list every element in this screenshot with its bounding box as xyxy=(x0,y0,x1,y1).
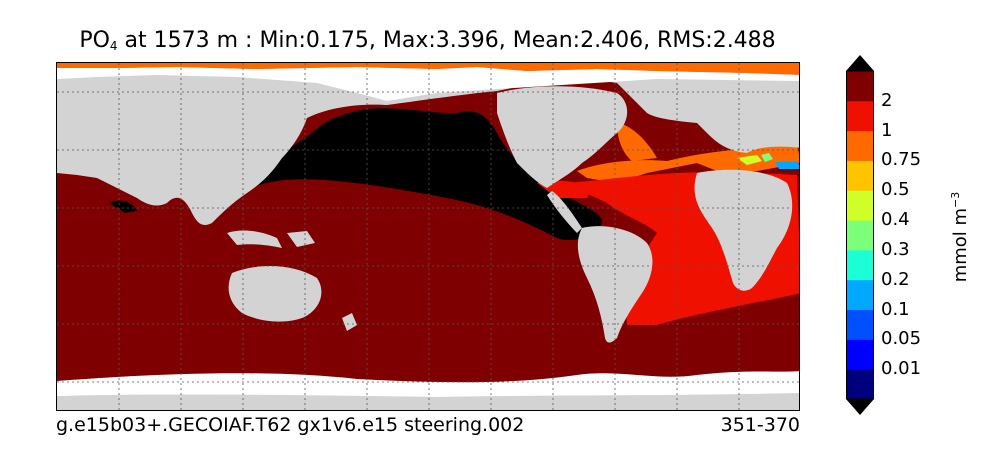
arabian-sea-low xyxy=(109,200,137,213)
north-pacific-ocean xyxy=(252,108,603,241)
colorbar-segment xyxy=(846,279,874,311)
map-title: PO4 at 1573 m : Min:0.175, Max:3.396, Me… xyxy=(79,28,776,53)
antarctica xyxy=(57,393,799,410)
central-america xyxy=(547,191,582,233)
mediterranean-sea-central xyxy=(761,153,773,162)
colorbar-bottom-arrow xyxy=(846,399,874,415)
new-zealand xyxy=(342,313,357,331)
graticule xyxy=(57,63,799,410)
australia xyxy=(228,266,322,322)
colorbar-segment xyxy=(846,369,874,400)
world-map xyxy=(57,63,799,410)
colorbar-top-arrow xyxy=(846,55,874,71)
colorbar-segment xyxy=(846,339,874,370)
colorbar-tick-label: 0.1 xyxy=(881,298,910,320)
arctic-ocean xyxy=(57,63,799,75)
colorbar-segment xyxy=(846,160,874,191)
colorbar-tick-label: 0.05 xyxy=(881,328,922,350)
mediterranean-sea-east xyxy=(775,161,799,169)
colorbar-segment xyxy=(846,249,874,281)
labrador-sea xyxy=(617,123,657,161)
year-range: 351-370 xyxy=(720,414,800,436)
colorbar-tick-label: 0.5 xyxy=(881,179,910,201)
colorbar xyxy=(846,55,874,415)
colorbar-segment xyxy=(846,130,874,161)
colorbar-segment xyxy=(846,220,874,251)
colorbar-segment xyxy=(846,190,874,221)
colorbar-tick-label: 2 xyxy=(881,89,893,111)
africa xyxy=(694,169,793,291)
case-name: g.e15b03+.GECOIAF.T62 gx1v6.e15 steering… xyxy=(56,414,525,436)
colorbar-tick-label: 0.75 xyxy=(881,149,922,171)
arctic-ice-missing xyxy=(57,67,799,101)
indonesia xyxy=(227,230,282,248)
map-panel xyxy=(56,62,800,411)
new-guinea xyxy=(287,231,315,247)
eurasia xyxy=(57,73,799,225)
colorbar-tick-label: 0.2 xyxy=(881,268,910,290)
colorbar-segment xyxy=(846,100,874,132)
north-atlantic-ocean xyxy=(577,145,799,183)
colorbar-tick-label: 1 xyxy=(881,119,893,141)
colorbar-tick-label: 0.01 xyxy=(881,358,922,380)
colorbar-tick-label: 0.4 xyxy=(881,209,910,231)
colorbar-tick-label: 0.3 xyxy=(881,238,910,260)
colorbar-segment xyxy=(846,309,874,340)
colorbar-units: mmol m−3 xyxy=(949,191,971,283)
north-america xyxy=(497,86,628,188)
colorbar-segment xyxy=(846,71,874,102)
mediterranean-sea-west xyxy=(737,155,762,165)
